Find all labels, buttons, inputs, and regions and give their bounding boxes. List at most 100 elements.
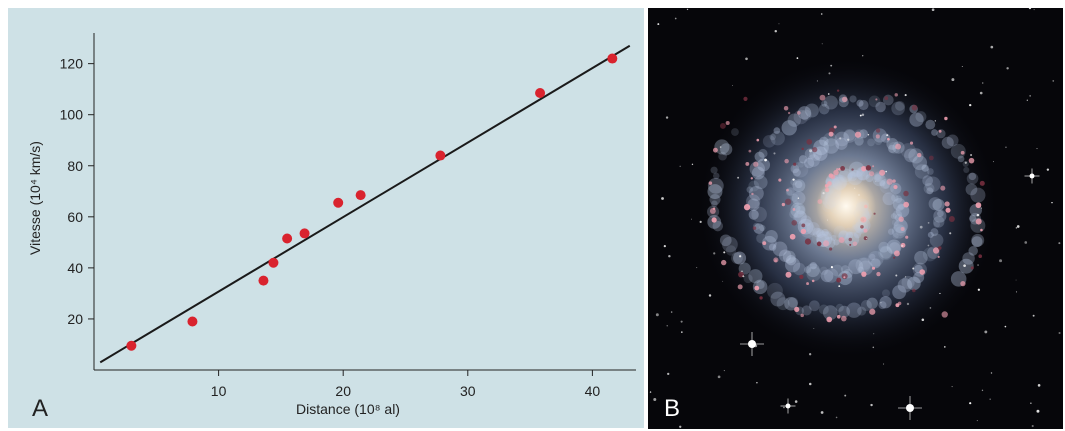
spiral-arm-blob (929, 233, 944, 248)
spiral-arm-blob (752, 279, 768, 295)
spiral-arm-blob (748, 209, 759, 220)
hii-region (841, 315, 847, 322)
hii-region (793, 162, 797, 166)
spiral-arm-blob (891, 218, 899, 227)
spiral-arm-blob (933, 209, 947, 223)
panel-b-letter: B (664, 395, 680, 422)
y-tick-label: 40 (67, 260, 83, 276)
hii-region (932, 247, 940, 254)
spiral-arm-blob (915, 111, 927, 123)
star (1030, 402, 1032, 404)
spiral-arm-blob (856, 166, 871, 181)
spiral-arm-blob (962, 160, 969, 168)
hii-region (960, 280, 966, 287)
spiral-arm-blob (874, 137, 883, 146)
star (731, 84, 733, 86)
spiral-arm-blob (895, 100, 905, 111)
spiral-arm-blob (762, 134, 776, 148)
star (778, 23, 780, 25)
hii-region (903, 201, 910, 208)
hii-region (778, 178, 782, 182)
star (838, 285, 841, 288)
spiral-arm-blob (867, 250, 884, 267)
spiral-arm-blob (894, 195, 903, 203)
spiral-arm-blob (757, 158, 771, 172)
hii-region (756, 138, 760, 142)
star (1037, 384, 1041, 387)
star (1033, 9, 1035, 11)
star (696, 267, 698, 269)
spiral-arm-blob (785, 257, 801, 273)
hii-region (912, 288, 916, 293)
hii-region (762, 241, 767, 246)
spiral-arm-blob (892, 285, 907, 300)
hii-region (792, 208, 796, 211)
star (885, 170, 887, 173)
star (1005, 146, 1007, 148)
hii-region (806, 139, 813, 145)
star (691, 163, 694, 166)
x-tick-label: 10 (211, 383, 227, 399)
hii-region (838, 237, 845, 243)
spiral-arm-blob (754, 151, 765, 162)
spiral-arm-blob (854, 136, 864, 146)
spiral-arm-blob (769, 133, 776, 141)
spiral-arm-blob (798, 155, 808, 164)
hii-region (737, 284, 743, 290)
star (708, 294, 712, 297)
hii-region (721, 259, 727, 266)
background-stars (649, 8, 1061, 428)
y-tick-label: 80 (67, 158, 83, 174)
star (934, 120, 936, 122)
star (882, 363, 885, 365)
spiral-arm-blob (823, 95, 838, 110)
star (969, 402, 972, 405)
star (867, 134, 870, 136)
spiral-arm-blob (823, 132, 838, 147)
star (880, 302, 882, 304)
star (870, 403, 873, 407)
spiral-arm-blob (878, 301, 887, 310)
hii-region (745, 162, 750, 166)
star (686, 8, 689, 11)
star (808, 353, 812, 356)
hii-region (826, 316, 833, 323)
spiral-arm-blob (789, 209, 799, 219)
spiral-arm-blob (790, 164, 800, 174)
hii-region (895, 303, 900, 308)
star (830, 265, 834, 269)
hii-region (887, 137, 890, 141)
star (970, 154, 973, 157)
star (944, 346, 946, 348)
hii-region (759, 296, 763, 300)
spiral-arm-blob (812, 227, 822, 238)
spiral-arm-blob (792, 200, 800, 207)
hii-region (816, 241, 822, 247)
star (813, 327, 815, 329)
spiral-arm-blob (766, 282, 783, 299)
hii-region (970, 266, 974, 270)
spiral-arm-blob (778, 249, 792, 262)
star (875, 181, 877, 183)
spiral-arm-blob (782, 250, 796, 264)
spiral-arm-blob (963, 166, 970, 174)
star (1046, 168, 1050, 171)
star (835, 416, 838, 419)
spiral-arm-blob (914, 164, 930, 179)
spiral-arm-blob (957, 155, 965, 163)
hii-region (828, 127, 835, 134)
hii-region (948, 215, 955, 222)
spiral-arm-blob (746, 186, 753, 193)
spiral-arm-blob (926, 168, 934, 175)
galaxy-core (816, 176, 876, 236)
star (668, 254, 671, 258)
x-ticks: 10 20 30 40 (211, 370, 600, 399)
spiral-arm-blob (937, 210, 944, 218)
spiral-arm-blob (804, 103, 819, 118)
hii-region (960, 150, 965, 155)
star (927, 244, 930, 247)
spiral-arm-blob (809, 261, 817, 270)
star (929, 307, 932, 309)
spiral-arm-blob (855, 257, 871, 273)
star (1031, 424, 1034, 428)
